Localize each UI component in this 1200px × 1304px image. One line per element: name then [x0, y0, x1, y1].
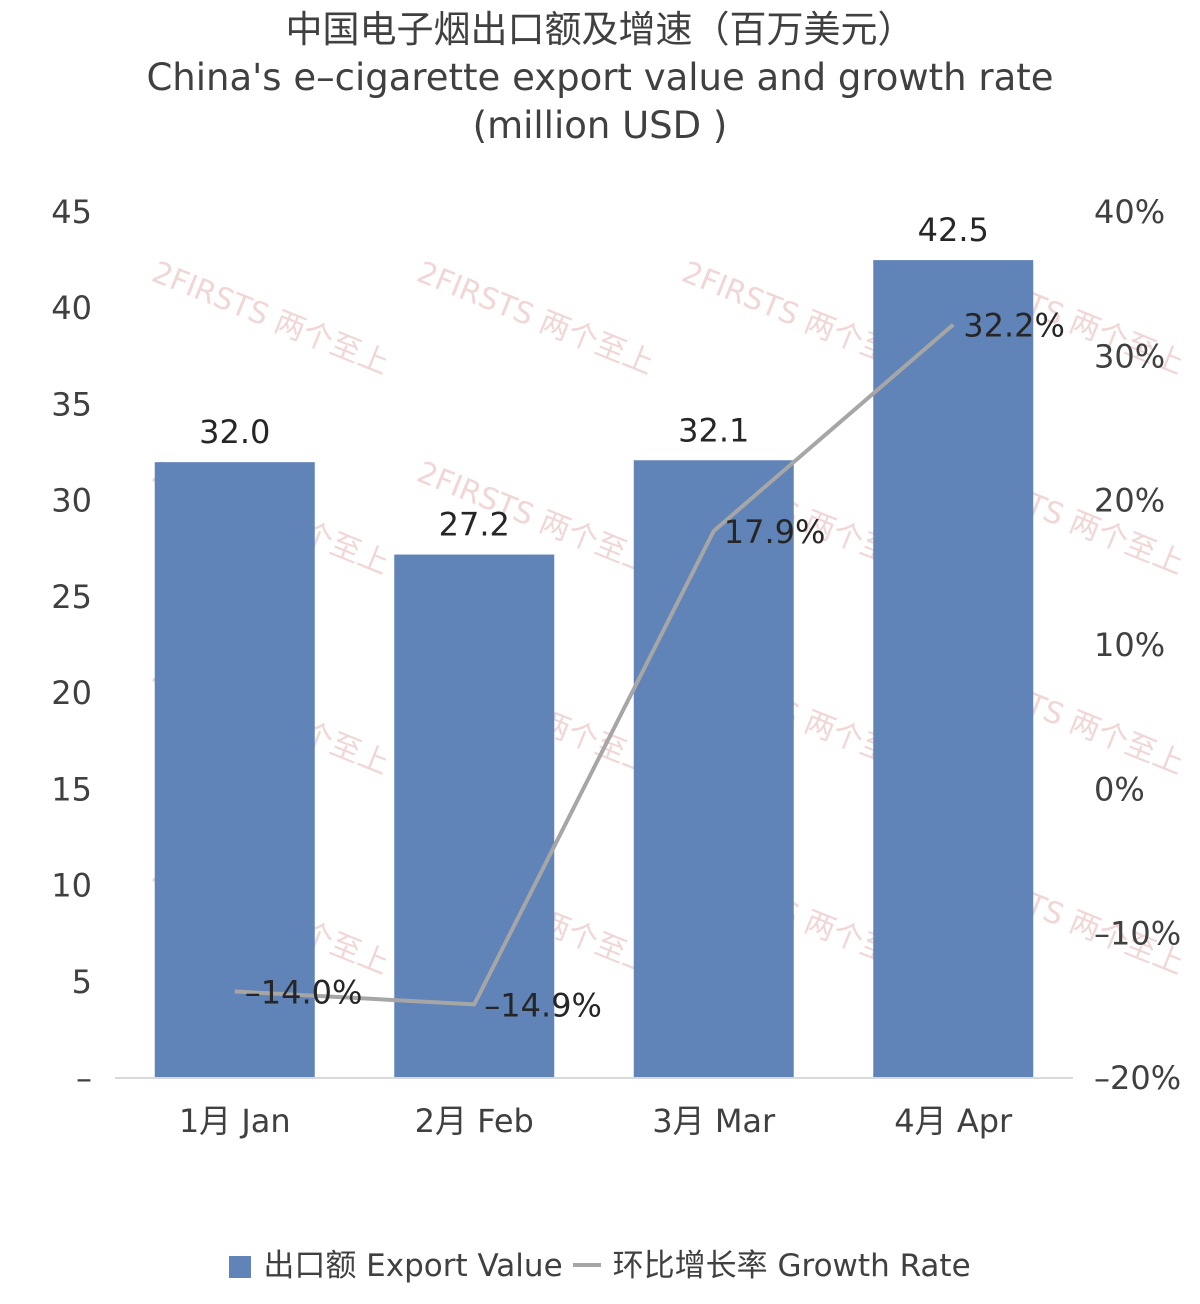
- legend-label-growth-rate: 环比增长率 Growth Rate: [612, 1248, 971, 1284]
- left-tick-label-4: 20: [51, 674, 92, 712]
- x-tick-label-1: 2月 Feb: [415, 1102, 534, 1140]
- x-tick-label-3: 4月 Apr: [894, 1102, 1013, 1140]
- right-tick-label-0: –20%: [1094, 1059, 1181, 1097]
- right-tick-label-2: 0%: [1094, 770, 1145, 808]
- legend-label-export-value: 出口额 Export Value: [263, 1248, 563, 1284]
- x-axis: 1月 Jan 2月 Feb 3月 Mar 4月 Apr: [179, 1102, 1013, 1140]
- legend-swatch-growth-rate: [572, 1263, 601, 1267]
- right-tick-label-1: –10%: [1094, 915, 1181, 953]
- right-tick-label-4: 20%: [1094, 482, 1165, 520]
- left-tick-label-6: 30: [51, 482, 92, 520]
- left-tick-label-0: –: [76, 1059, 92, 1097]
- watermark-1-0: 2FIRSTS 两个至上: [412, 255, 659, 382]
- left-tick-label-9: 45: [51, 193, 92, 231]
- growth-rate-line: [234, 323, 955, 1007]
- left-tick-label-1: 5: [72, 963, 92, 1001]
- right-tick-label-5: 30%: [1094, 337, 1165, 375]
- x-tick-label-0: 1月 Jan: [179, 1102, 291, 1140]
- x-tick-label-2: 3月 Mar: [652, 1102, 776, 1140]
- growth-value-label-2: 17.9%: [724, 513, 826, 551]
- right-tick-label-3: 10%: [1094, 626, 1165, 664]
- left-axis: – 5 10 15 20 25 30 35 40 45: [51, 193, 92, 1097]
- watermark-0-0: 2FIRSTS 两个至上: [147, 255, 394, 382]
- growth-value-label-1: –14.9%: [484, 986, 602, 1024]
- right-axis: –20% –10% 0% 10% 20% 30% 40%: [1094, 193, 1181, 1097]
- bar-3: [873, 260, 1034, 1079]
- left-tick-label-3: 15: [51, 770, 92, 808]
- legend-swatch-export-value: [229, 1256, 252, 1278]
- chart-title-cn: 中国电子烟出口额及增速（百万美元）: [285, 8, 915, 51]
- bars-layer: [154, 260, 1034, 1079]
- growth-value-label-3: 32.2%: [963, 307, 1065, 345]
- line-layer: [234, 323, 955, 1007]
- left-tick-label-5: 25: [51, 578, 92, 616]
- growth-value-label-0: –14.0%: [245, 973, 363, 1011]
- legend: 出口额 Export Value 环比增长率 Growth Rate: [0, 1240, 1200, 1285]
- bar-value-label-0: 32.0: [199, 413, 270, 451]
- left-tick-label-7: 35: [51, 385, 92, 423]
- bar-2: [633, 460, 794, 1079]
- bar-0: [154, 462, 315, 1079]
- right-tick-label-6: 40%: [1094, 193, 1165, 231]
- bar-1: [394, 554, 555, 1078]
- bar-value-label-1: 27.2: [439, 506, 510, 544]
- left-tick-label-8: 40: [51, 289, 92, 327]
- chart-title-en: China's e–cigarette export value and gro…: [146, 56, 1054, 99]
- chart-title-unit: (million USD ): [472, 104, 728, 147]
- left-tick-label-2: 10: [51, 867, 92, 905]
- bar-value-label-2: 32.1: [678, 411, 749, 449]
- bar-value-label-3: 42.5: [918, 211, 989, 249]
- data-labels-layer: 32.0 27.2 32.1 42.5 –14.0% –14.9% 17.9% 32.2%: [199, 211, 1065, 1024]
